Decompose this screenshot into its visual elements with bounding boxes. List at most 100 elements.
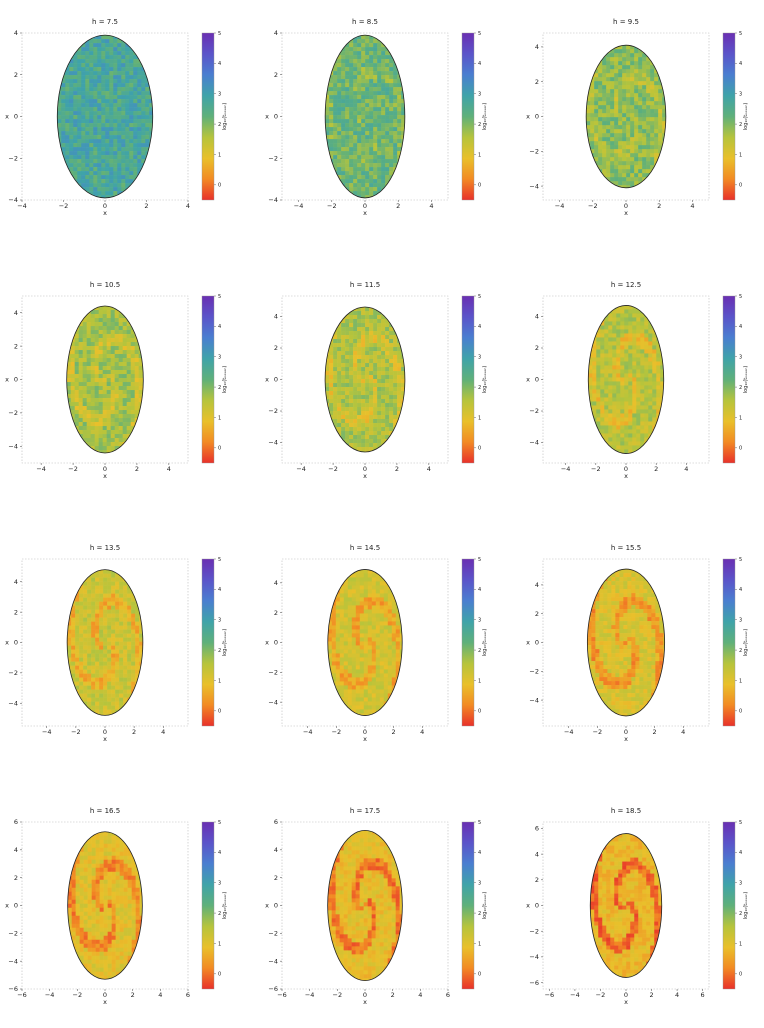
heatmap-cell bbox=[385, 335, 390, 340]
heatmap-cell bbox=[598, 161, 603, 166]
heatmap-cell bbox=[109, 79, 114, 84]
heatmap-cell bbox=[69, 123, 74, 128]
heatmap-cell bbox=[87, 649, 92, 654]
heatmap-cell bbox=[341, 87, 346, 92]
heatmap-cell bbox=[389, 379, 394, 384]
heatmap-cell bbox=[345, 399, 350, 404]
heatmap-cell bbox=[106, 370, 111, 375]
heatmap-cell bbox=[81, 47, 86, 52]
heatmap-cell bbox=[137, 63, 142, 68]
heatmap-cell bbox=[102, 390, 107, 395]
heatmap-cell bbox=[377, 179, 382, 184]
heatmap-cell bbox=[345, 359, 350, 364]
heatmap-cell bbox=[137, 71, 142, 76]
heatmap-cell bbox=[91, 693, 96, 698]
heatmap-cell bbox=[113, 83, 118, 88]
heatmap-cell bbox=[123, 609, 128, 614]
heatmap-cell bbox=[107, 645, 112, 650]
heatmap-cell bbox=[377, 187, 382, 192]
heatmap-cell bbox=[600, 393, 605, 398]
heatmap-cell bbox=[377, 387, 382, 392]
heatmap-cell bbox=[369, 139, 374, 144]
heatmap-cell bbox=[381, 147, 386, 152]
heatmap-cell bbox=[614, 173, 619, 178]
heatmap-cell bbox=[78, 346, 83, 351]
heatmap-cell bbox=[361, 111, 366, 116]
heatmap-cell bbox=[90, 410, 95, 415]
heatmap-cell bbox=[123, 605, 128, 610]
heatmap-cell bbox=[634, 125, 639, 130]
boundary-ellipse bbox=[56, 34, 154, 199]
heatmap-cell bbox=[118, 374, 123, 379]
heatmap-cell bbox=[341, 167, 346, 172]
heatmap-cell bbox=[333, 347, 338, 352]
heatmap-cell bbox=[325, 107, 330, 112]
heatmap-cell bbox=[373, 103, 378, 108]
heatmap-cell bbox=[341, 171, 346, 176]
heatmap-cell bbox=[109, 167, 114, 172]
heatmap-cell bbox=[640, 437, 645, 442]
heatmap-cell bbox=[101, 167, 106, 172]
heatmap-cell bbox=[341, 435, 346, 440]
heatmap-cell bbox=[86, 358, 91, 363]
heatmap-cell bbox=[106, 450, 111, 453]
heatmap-cell bbox=[377, 383, 382, 388]
heatmap-cell bbox=[373, 179, 378, 184]
heatmap-cell bbox=[345, 423, 350, 428]
heatmap-cell bbox=[71, 653, 76, 658]
heatmap-cell bbox=[614, 133, 619, 138]
heatmap-cell bbox=[353, 135, 358, 140]
heatmap-cell bbox=[118, 334, 123, 339]
heatmap-cell bbox=[113, 139, 118, 144]
heatmap-cell bbox=[65, 99, 70, 104]
heatmap-cell bbox=[387, 605, 393, 610]
heatmap-cell bbox=[349, 435, 354, 440]
heatmap-cell bbox=[74, 370, 79, 375]
heatmap-cell bbox=[329, 399, 334, 404]
heatmap-cell bbox=[638, 97, 643, 102]
heatmap-cell bbox=[644, 417, 649, 422]
heatmap-cell bbox=[79, 657, 84, 662]
heatmap-cell bbox=[82, 390, 87, 395]
heatmap-cell bbox=[600, 389, 605, 394]
heatmap-cell bbox=[119, 689, 124, 694]
heatmap-cell bbox=[650, 101, 655, 106]
heatmap-cell bbox=[94, 430, 99, 435]
heatmap-cell bbox=[361, 59, 366, 64]
heatmap-cell bbox=[115, 593, 120, 598]
heatmap-cell bbox=[82, 402, 87, 407]
colorbar-label: log₁₀(tₒₑₛₑₙ) bbox=[222, 629, 228, 657]
heatmap-cell bbox=[636, 445, 641, 450]
heatmap-cell bbox=[385, 151, 390, 156]
heatmap-cell bbox=[602, 141, 607, 146]
heatmap-cell bbox=[65, 95, 70, 100]
heatmap-cell bbox=[602, 109, 607, 114]
heatmap-cell bbox=[369, 187, 374, 192]
heatmap-cell bbox=[69, 95, 74, 100]
heatmap-cell bbox=[381, 355, 386, 360]
heatmap-cell bbox=[329, 383, 334, 388]
heatmap-cell bbox=[361, 435, 366, 440]
heatmap-cell bbox=[74, 354, 79, 359]
heatmap-cell bbox=[650, 117, 655, 122]
heatmap-cell bbox=[642, 85, 647, 90]
heatmap-cell bbox=[588, 377, 593, 382]
heatmap-cell bbox=[345, 119, 350, 124]
heatmap-cell bbox=[618, 153, 623, 158]
heatmap-cell bbox=[127, 649, 132, 654]
heatmap-cell bbox=[70, 398, 75, 403]
heatmap-cell bbox=[638, 165, 643, 170]
heatmap-cell bbox=[86, 394, 91, 399]
x-tick-label: 4 bbox=[186, 202, 190, 210]
heatmap-cell bbox=[77, 95, 82, 100]
heatmap-cell bbox=[361, 167, 366, 172]
heatmap-cell bbox=[626, 133, 631, 138]
heatmap-cell bbox=[598, 109, 603, 114]
heatmap-cell bbox=[357, 159, 362, 164]
heatmap-cell bbox=[137, 163, 142, 168]
heatmap-cell bbox=[373, 43, 378, 48]
heatmap-cell bbox=[614, 177, 619, 182]
heatmap-cell bbox=[357, 175, 362, 180]
heatmap-cell bbox=[608, 313, 613, 318]
